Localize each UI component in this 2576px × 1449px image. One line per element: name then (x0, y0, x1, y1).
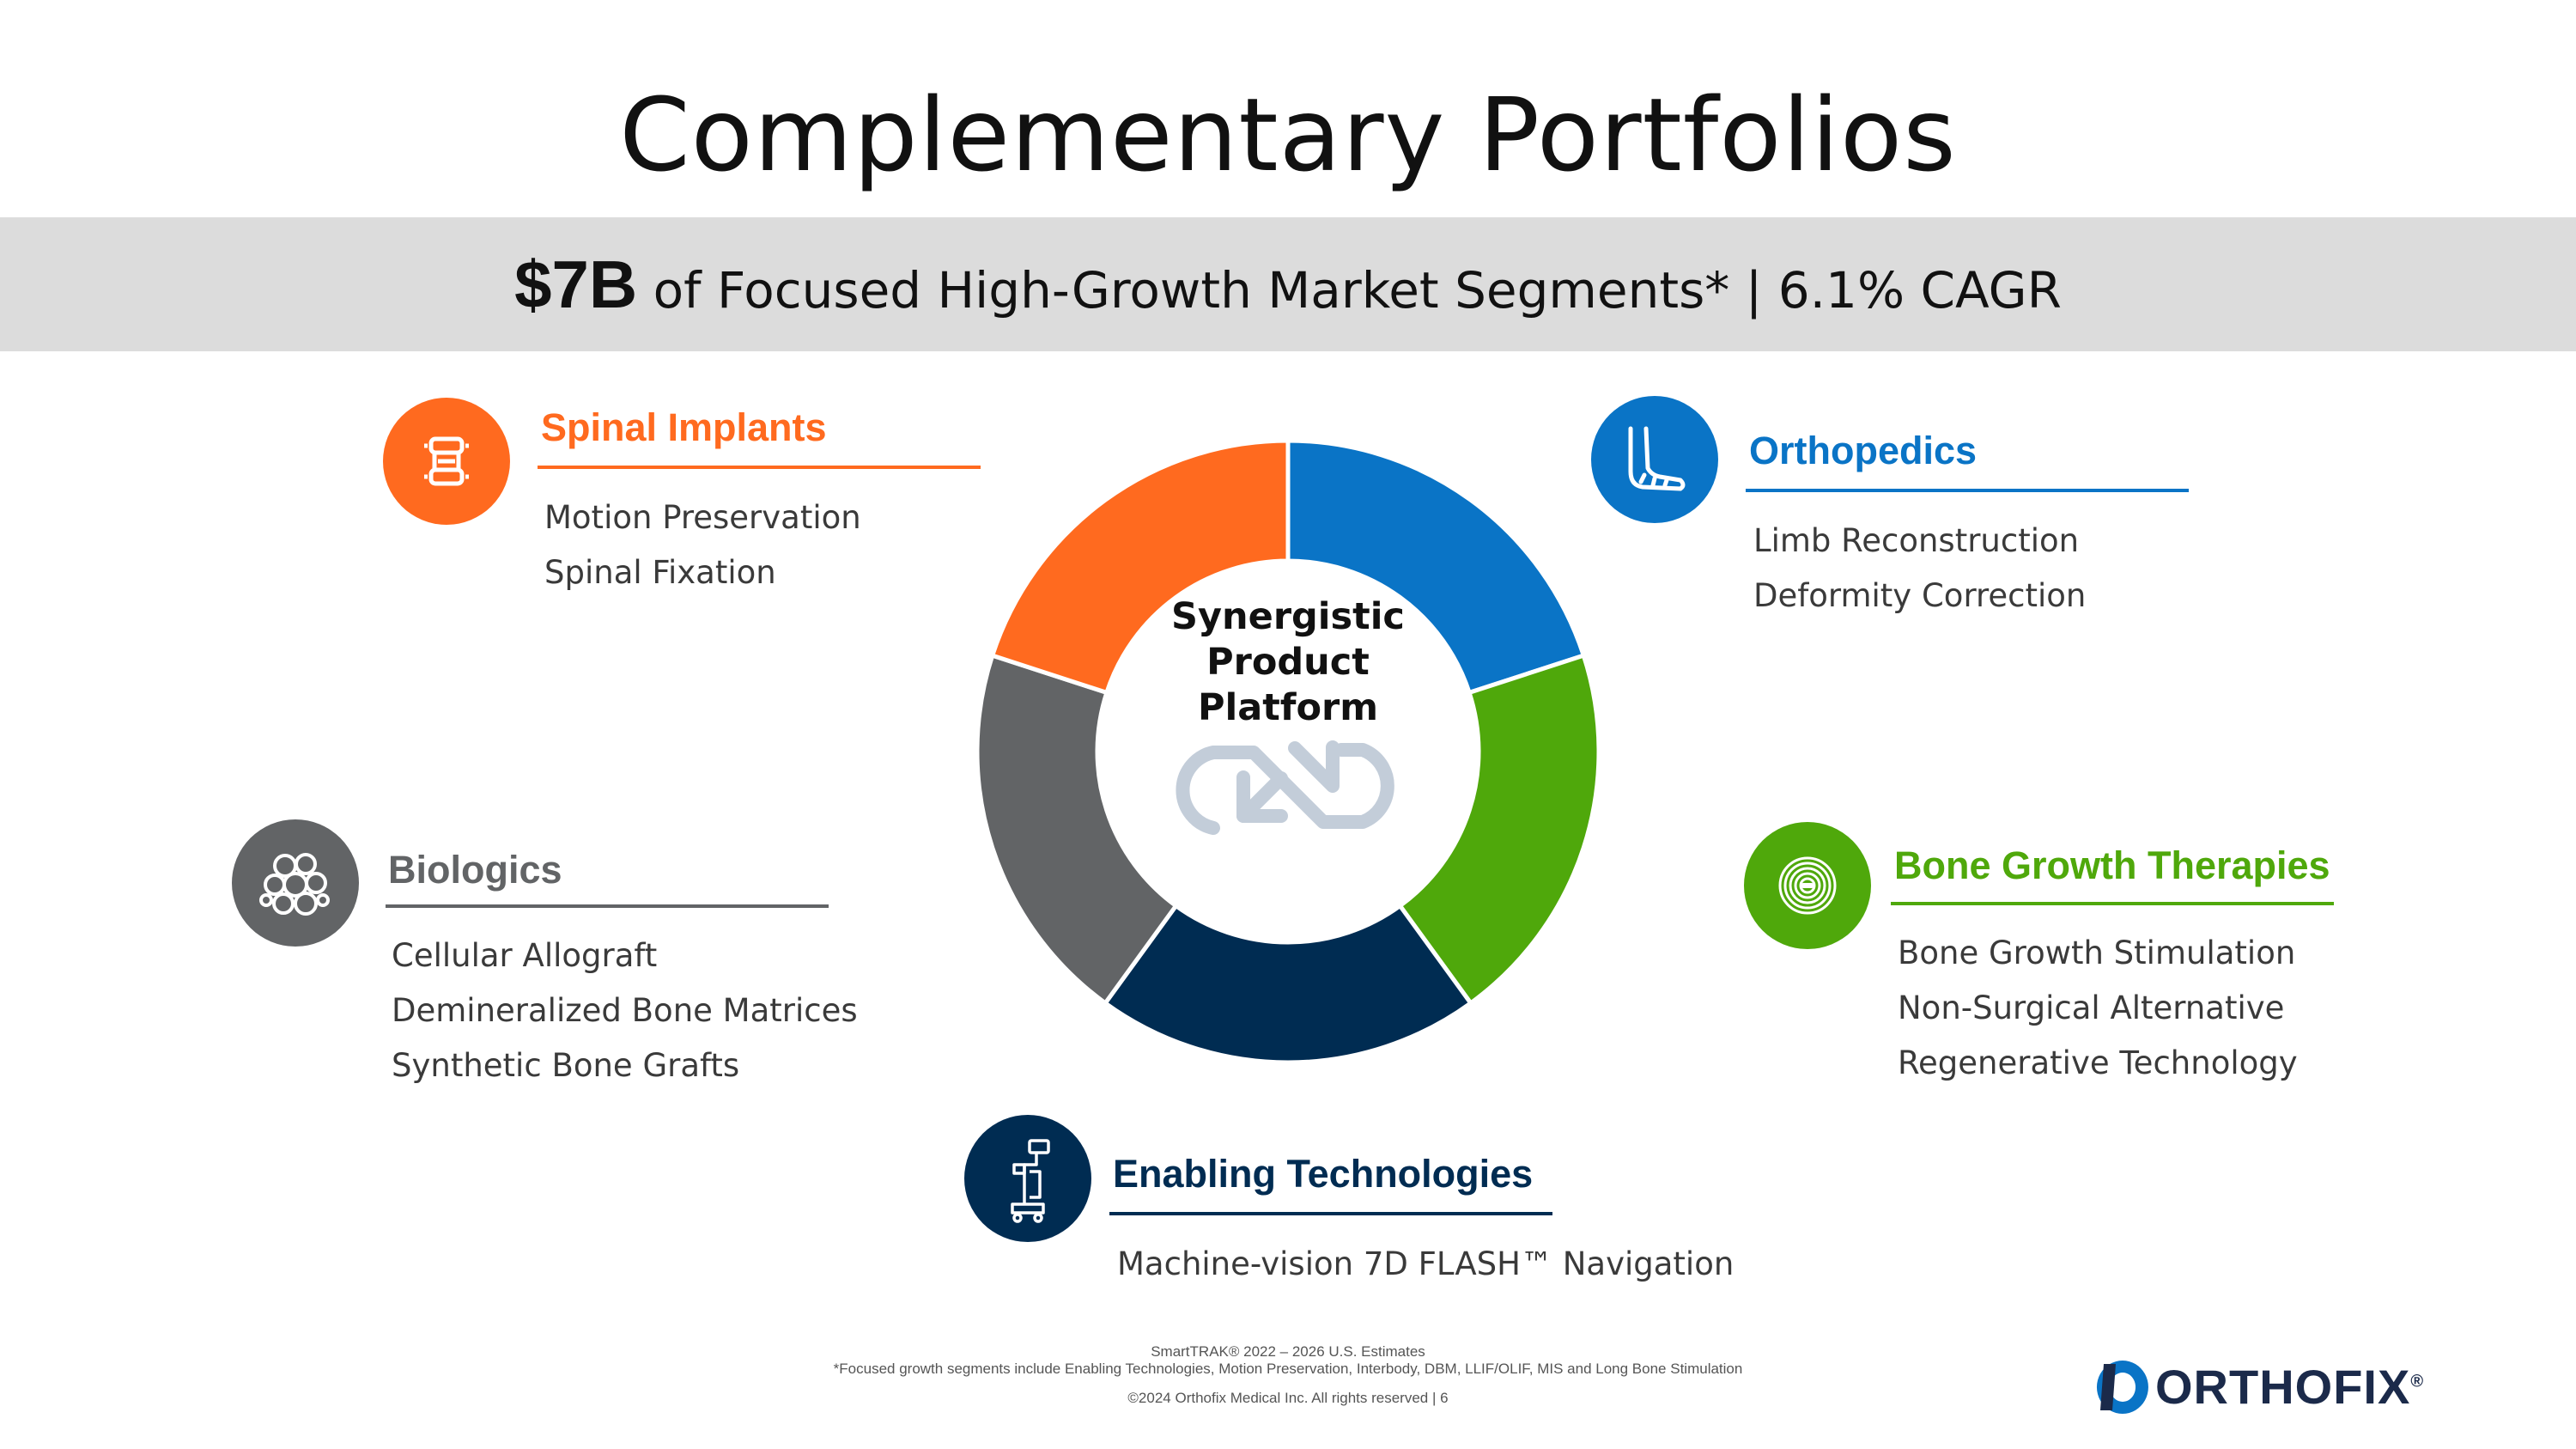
orthopedics-title: Orthopedics (1749, 429, 1978, 472)
spinal-implants-title: Spinal Implants (541, 405, 827, 449)
concentric-rings-icon (1778, 856, 1837, 915)
enabling-technologies-title: Enabling Technologies (1113, 1152, 1534, 1196)
bone-growth-divider (1891, 902, 2334, 905)
center-label-line: Product (1206, 641, 1370, 684)
bone-growth-item: Bone Growth Stimulation (1898, 935, 2296, 971)
biologics-item: Demineralized Bone Matrices (392, 992, 858, 1029)
page-title: Complementary Portfolios (619, 76, 1957, 194)
orthofix-logo-text: ORTHOFIX® (2155, 1359, 2424, 1415)
enabling-icon-badge (964, 1115, 1091, 1242)
market-size-value: $7B (514, 247, 638, 322)
center-label-line: Synergistic (1171, 595, 1405, 638)
biologics-divider (386, 904, 829, 908)
orthopedics-divider (1746, 489, 2189, 492)
spinal-divider (538, 466, 981, 469)
bone-growth-title: Bone Growth Therapies (1894, 843, 2330, 887)
footer-note: *Focused growth segments include Enablin… (833, 1361, 1743, 1377)
market-description: of Focused High-Growth Market Segments* … (653, 261, 2062, 320)
footer-source: SmartTRAK® 2022 – 2026 U.S. Estimates (1151, 1343, 1425, 1360)
bone-growth-icon-badge (1744, 822, 1871, 949)
platform-donut (975, 438, 1601, 1065)
logo-wordmark: ORTHOFIX (2155, 1360, 2411, 1414)
footer-copyright: ©2024 Orthofix Medical Inc. All rights r… (1127, 1390, 1449, 1406)
biologics-item: Cellular Allograft (392, 937, 658, 974)
bone-growth-item: Non-Surgical Alternative (1898, 989, 2285, 1026)
orthopedics-item: Limb Reconstruction (1753, 522, 2080, 559)
banner-headline: $7B of Focused High-Growth Market Segmen… (0, 246, 2576, 324)
donut-segment-enabling (1102, 903, 1474, 1065)
sync-arrows-icon (1176, 740, 1394, 835)
biologics-title: Biologics (388, 848, 562, 892)
donut-segment-orthopedics (1285, 438, 1587, 696)
enabling-divider (1109, 1212, 1552, 1215)
donut-segment-bone-growth (1396, 652, 1601, 1007)
spinal-icon-badge (383, 398, 510, 525)
enabling-item: Machine-vision 7D FLASH™ Navigation (1117, 1245, 1735, 1282)
bone-growth-item: Regenerative Technology (1898, 1044, 2298, 1081)
banner (0, 217, 2576, 351)
cells-icon (259, 853, 330, 916)
donut-segment-spinal (989, 438, 1291, 696)
registered-mark: ® (2410, 1372, 2425, 1391)
spinal-item: Spinal Fixation (544, 554, 776, 591)
biologics-icon-badge (232, 819, 359, 947)
navigation-cart-icon (1011, 1139, 1050, 1223)
spinal-item: Motion Preservation (544, 499, 861, 536)
donut-segment-biologics (975, 652, 1180, 1007)
orthopedics-item: Deformity Correction (1753, 577, 2087, 614)
biologics-item: Synthetic Bone Grafts (392, 1047, 740, 1084)
center-label-line: Platform (1197, 686, 1379, 729)
orthopedics-icon-badge (1591, 396, 1718, 523)
foot-bone-icon (1628, 426, 1686, 491)
spine-icon (424, 436, 469, 486)
center-label: Synergistic Product Platform (1116, 594, 1460, 731)
orthofix-logo-icon (2096, 1361, 2148, 1414)
